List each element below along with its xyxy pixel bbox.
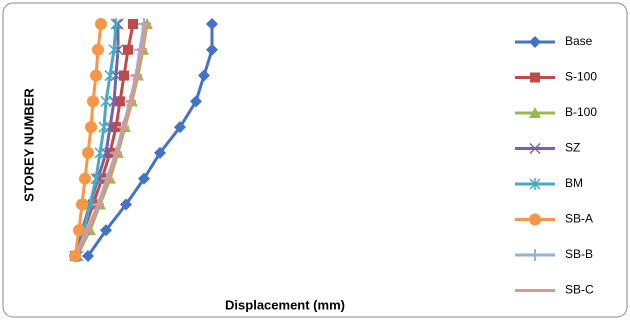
data-point [206, 43, 218, 56]
data-point [82, 146, 94, 159]
data-point [120, 198, 132, 211]
data-point [138, 172, 150, 185]
data-point [94, 146, 106, 159]
data-point [206, 18, 218, 30]
data-point [90, 69, 102, 82]
data-point [110, 18, 122, 30]
series-line [73, 23, 103, 257]
data-point [154, 146, 166, 159]
data-point [190, 95, 202, 108]
legend-marker [529, 249, 541, 261]
data-point [76, 198, 88, 211]
legend-label: SB-B [565, 247, 593, 261]
legend-label: SB-C [565, 283, 594, 297]
data-point [92, 43, 104, 56]
y-axis-title: STOREY NUMBER [21, 88, 36, 202]
data-point [95, 18, 107, 30]
legend-label: SZ [565, 141, 580, 155]
series-line [74, 23, 148, 257]
data-point [90, 172, 102, 185]
data-point [87, 95, 99, 108]
legend-marker [529, 142, 541, 155]
data-point [174, 121, 186, 134]
data-point [98, 121, 110, 134]
legend-label: BM [565, 176, 583, 190]
data-point [198, 69, 210, 82]
series-line [76, 23, 118, 257]
legend-label: B-100 [565, 105, 597, 119]
data-point [73, 224, 85, 237]
data-point [69, 250, 81, 262]
legend-marker [529, 36, 541, 48]
data-point [79, 172, 91, 185]
legend-label: SB-A [565, 212, 593, 226]
data-point [123, 44, 133, 55]
data-point [115, 96, 125, 107]
data-point [108, 43, 120, 56]
legend-label: S-100 [565, 70, 597, 84]
legend-label: Base [565, 34, 593, 48]
legend-marker [530, 72, 540, 83]
data-point [128, 19, 138, 29]
data-point [119, 70, 129, 81]
data-point [111, 122, 121, 133]
series-line [86, 24, 214, 257]
data-point [85, 121, 97, 134]
legend-marker [529, 213, 541, 226]
legend-marker [529, 107, 541, 118]
data-point [82, 250, 94, 262]
data-point [100, 224, 112, 237]
data-point [100, 95, 112, 108]
legend-marker [529, 178, 541, 190]
data-point [108, 95, 120, 107]
data-point [104, 69, 116, 82]
x-axis-title: Displacement (mm) [225, 297, 345, 312]
